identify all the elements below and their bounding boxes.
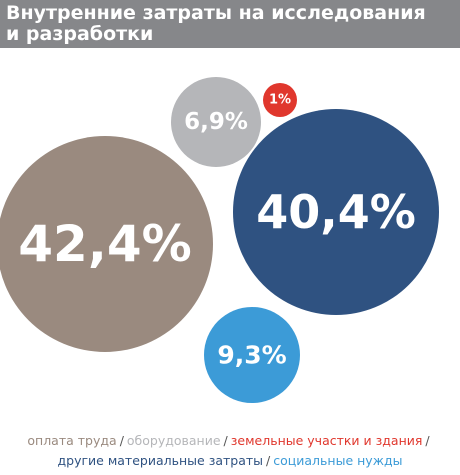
chart-title: Внутренние затраты на исследования и разр… — [6, 3, 456, 45]
bubble-equipment — [171, 77, 261, 167]
bubble-materials — [233, 109, 439, 315]
bubble-label-labor: 42,4% — [18, 215, 191, 273]
bubble-labor — [0, 136, 213, 352]
bubble-land — [263, 83, 297, 117]
title-line-2: и разработки — [6, 23, 154, 45]
legend-item-labor: оплата труда — [27, 433, 117, 448]
legend-item-materials: другие материальные затраты — [57, 453, 264, 468]
bubble-social — [204, 307, 300, 403]
legend-line-1: оплата труда / оборудование / земельные учас… — [0, 431, 460, 451]
bubble-label-social: 9,3% — [217, 341, 286, 370]
bubble-label-materials: 40,4% — [256, 185, 416, 239]
legend-item-equipment: оборудование — [126, 433, 221, 448]
legend-line-2: другие материальные затраты / социальные н… — [0, 451, 460, 471]
title-bar — [0, 0, 460, 48]
title-line-1: Внутренние затраты на исследования — [6, 2, 426, 24]
legend-separator: / — [425, 433, 430, 448]
legend: оплата труда / оборудование / земельные учас… — [0, 431, 460, 471]
legend-separator: / — [223, 433, 228, 448]
legend-item-social: социальные нужды — [273, 453, 403, 468]
bubble-label-equipment: 6,9% — [184, 109, 248, 135]
legend-separator: / — [266, 453, 271, 468]
legend-item-land: земельные участки и здания — [230, 433, 423, 448]
legend-separator: / — [119, 433, 124, 448]
bubble-label-land: 1% — [269, 93, 291, 108]
bubble-chart: 42,4% 6,9% 1% 40,4% 9,3% — [0, 77, 439, 403]
